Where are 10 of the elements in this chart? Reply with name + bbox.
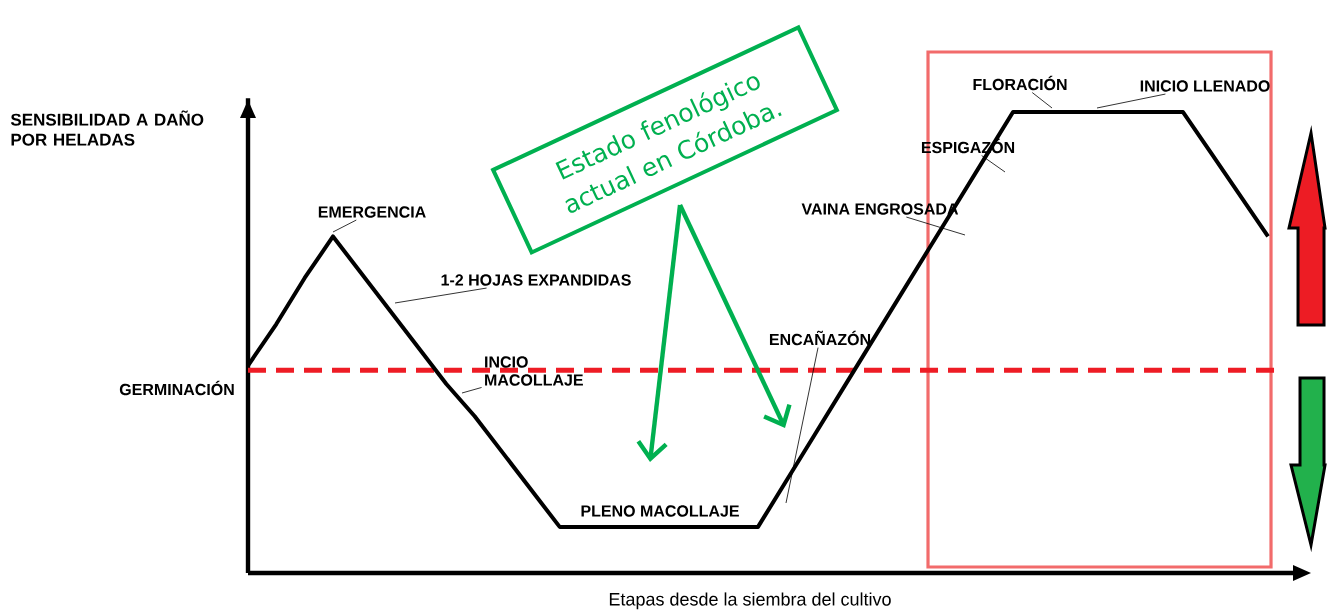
annotation: INCIO MACOLLAJE — [485, 356, 583, 386]
text: INICIO LLENADO — [1140, 80, 1270, 92]
annotation: PLENO MACOLLAJE — [581, 505, 739, 517]
annotation: EMERGENCIA — [318, 206, 426, 218]
text: FLORACIÓN — [973, 75, 1067, 91]
text: GERMINACIÓN — [119, 380, 234, 396]
y-axis-title: SENSIBILIDAD A DAÑO POR HELADAS — [10, 110, 204, 146]
annotation: 1-2 HOJAS EXPANDIDAS — [441, 274, 631, 286]
annotation: ENCAÑAZÓN — [769, 330, 871, 346]
x-axis-title: Etapas desde la siembra del cultivo — [609, 592, 891, 610]
